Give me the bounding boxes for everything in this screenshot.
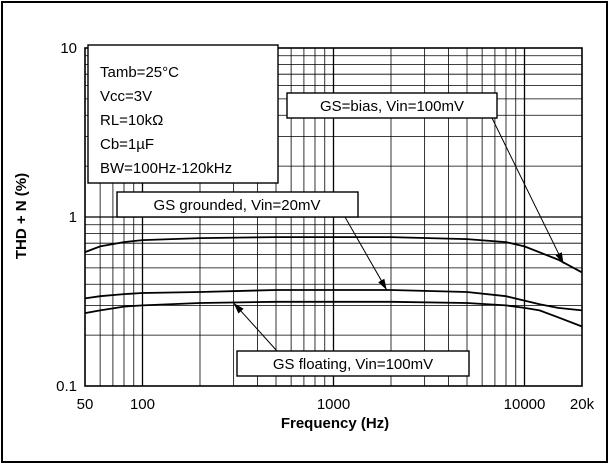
annotation-label-floating: GS floating, Vin=100mV — [273, 356, 433, 373]
condition-bw: BW=100Hz-120kHz — [100, 160, 232, 177]
x-tick-label: 50 — [77, 396, 94, 413]
condition-rl: RL=10kΩ — [100, 112, 163, 129]
condition-cb: Cb=1µF — [100, 136, 154, 153]
y-axis-label: THD + N (%) — [13, 173, 30, 259]
annotation-box-grounded — [116, 191, 359, 218]
x-tick-label: 1000 — [317, 396, 350, 413]
annotation-box-floating — [236, 350, 470, 377]
annotation-box-bias — [286, 92, 498, 119]
x-axis-label: Frequency (Hz) — [281, 415, 389, 432]
x-tick-label: 100 — [130, 396, 155, 413]
x-tick-label: 20k — [570, 396, 595, 413]
annotation-leader-grounded — [344, 216, 388, 291]
annotation-grounded: GS grounded, Vin=20mV — [116, 191, 388, 291]
annotation-arrow-floating — [233, 303, 244, 314]
annotation-arrow-grounded — [378, 278, 387, 290]
condition-vcc: Vcc=3V — [100, 88, 152, 105]
annotation-bias: GS=bias, Vin=100mV — [286, 92, 564, 264]
annotation-arrow-bias — [555, 252, 564, 264]
series-line-1 — [84, 236, 583, 274]
y-tick-label: 0.1 — [56, 378, 77, 395]
x-tick-label: 10000 — [504, 396, 546, 413]
series-layer — [84, 236, 583, 328]
annotation-label-bias: GS=bias, Vin=100mV — [320, 98, 464, 115]
annotation-label-grounded: GS grounded, Vin=20mV — [154, 197, 321, 214]
plot-frame — [84, 47, 583, 387]
y-tick-label: 10 — [60, 40, 77, 57]
series-line-2 — [84, 289, 583, 312]
tick-labels: 50 100 1000 10000 20k 0.1 1 10 — [56, 40, 594, 413]
y-tick-label: 1 — [69, 209, 77, 226]
conditions-box: Tamb=25°C Vcc=3V RL=10kΩ Cb=1µF BW=100Hz… — [87, 44, 279, 184]
conditions-box-frame — [87, 44, 279, 184]
series-line-3 — [84, 300, 583, 328]
annotation-leader-bias — [491, 117, 564, 264]
annotation-floating: GS floating, Vin=100mV — [233, 302, 470, 377]
condition-tamb: Tamb=25°C — [100, 64, 179, 81]
